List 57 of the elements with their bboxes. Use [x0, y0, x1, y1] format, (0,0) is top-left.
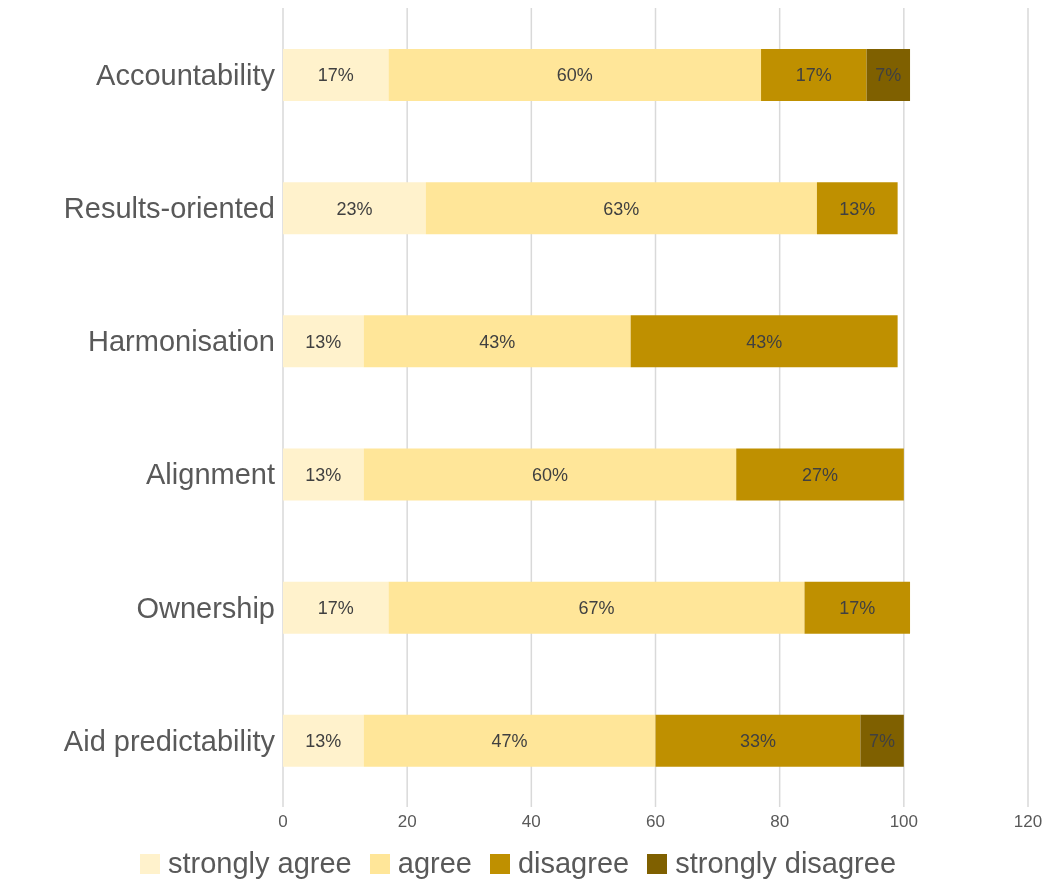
- bar: [655, 714, 861, 767]
- bar: [283, 49, 389, 101]
- legend-label: strongly disagree: [674, 847, 897, 880]
- data-label: 63%: [603, 198, 640, 219]
- data-label: 33%: [739, 731, 776, 752]
- x-tick-label: 80: [770, 812, 790, 832]
- data-label: 47%: [491, 731, 528, 752]
- x-tick-label: 20: [397, 812, 417, 832]
- y-tick-label: Aid predictability: [63, 724, 276, 757]
- x-tick-label: 60: [646, 812, 665, 832]
- data-label: 43%: [479, 331, 516, 352]
- bar: [283, 448, 364, 501]
- data-label: 27%: [802, 464, 839, 485]
- legend-label: strongly agree: [166, 847, 352, 880]
- data-label: 13%: [305, 464, 342, 485]
- data-label: 60%: [531, 464, 568, 485]
- data-label: 17%: [317, 598, 354, 619]
- x-tick-label: 40: [521, 812, 541, 832]
- bar: [816, 182, 898, 235]
- x-tick-label: 120: [1013, 812, 1043, 832]
- y-tick-label: Alignment: [146, 458, 275, 491]
- data-label: 60%: [556, 65, 593, 86]
- x-tick-label: 100: [889, 812, 919, 832]
- data-label: 13%: [839, 198, 876, 219]
- bar: [363, 448, 737, 501]
- bar: [283, 581, 389, 634]
- y-tick-label: Accountability: [96, 58, 276, 91]
- bar: [736, 448, 904, 501]
- bar: [388, 49, 762, 101]
- data-label: 17%: [795, 65, 832, 86]
- bar: [283, 182, 426, 235]
- bar: [804, 581, 911, 634]
- x-tick-label: 0: [278, 812, 288, 832]
- bar: [860, 714, 904, 767]
- data-label: 17%: [839, 598, 876, 619]
- bar: [363, 714, 656, 767]
- bar: [363, 315, 631, 368]
- bar: [388, 581, 805, 634]
- data-label: 43%: [746, 331, 783, 352]
- legend-label: disagree: [516, 847, 630, 880]
- y-tick-label: Harmonisation: [88, 325, 275, 358]
- legend-label: agree: [396, 847, 472, 880]
- data-label: 23%: [336, 198, 373, 219]
- y-tick-label: Results-oriented: [63, 192, 275, 225]
- bar: [630, 315, 898, 368]
- bar: [283, 315, 364, 368]
- data-label: 13%: [305, 331, 342, 352]
- data-label: 17%: [317, 65, 354, 86]
- bar: [761, 49, 867, 101]
- data-label: 7%: [875, 65, 902, 86]
- data-label: 7%: [869, 731, 896, 752]
- data-label: 13%: [305, 731, 342, 752]
- bar: [425, 182, 817, 235]
- bar: [866, 49, 911, 101]
- data-label: 67%: [578, 598, 615, 619]
- bar: [283, 714, 364, 767]
- y-tick-label: Ownership: [136, 591, 275, 624]
